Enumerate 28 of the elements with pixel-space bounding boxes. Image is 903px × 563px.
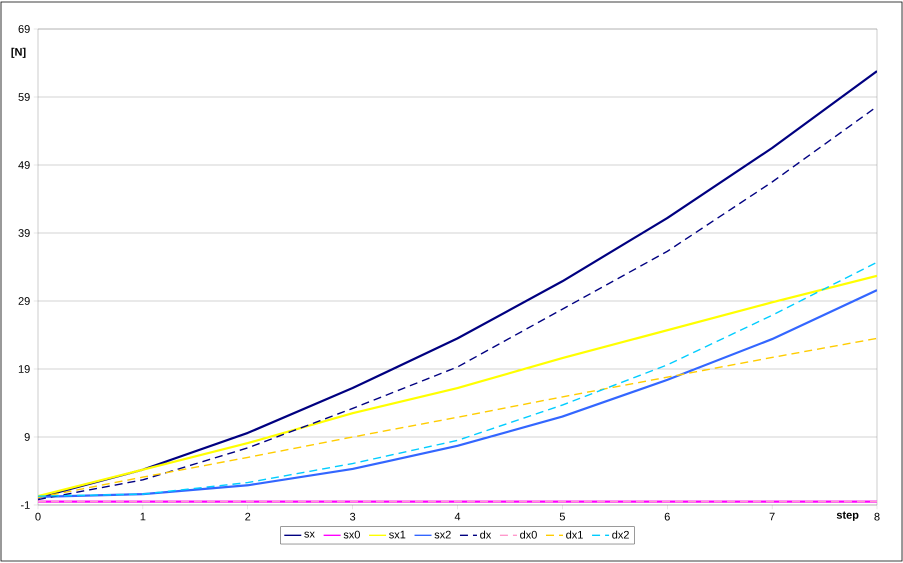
legend-label: sx2 (434, 530, 451, 539)
x-tick-label: 1 (140, 512, 146, 520)
y-tick-label: 29 (18, 297, 30, 305)
y-tick-label: 49 (18, 161, 30, 169)
y-axis-title: [N] (11, 48, 26, 58)
x-tick-label: 7 (770, 512, 775, 520)
legend-label: dx2 (612, 530, 629, 539)
x-tick-label: 4 (454, 512, 460, 520)
y-tick-label: 69 (18, 25, 30, 33)
x-tick-label: 6 (664, 512, 670, 521)
y-tick-label: 9 (24, 433, 30, 441)
y-tick-label: -1 (20, 501, 30, 509)
x-tick-label: 5 (560, 512, 565, 520)
legend-label: dx (480, 530, 492, 539)
x-tick-label: 2 (245, 512, 250, 520)
x-tick-label: 0 (35, 512, 41, 521)
y-tick-label: 59 (18, 93, 30, 101)
line-series (38, 338, 878, 498)
legend-label: sx0 (344, 530, 360, 539)
legend-label: sx1 (389, 530, 406, 538)
legend-label: dx1 (566, 530, 583, 539)
y-tick-label: 19 (18, 365, 30, 373)
x-axis-title: step (836, 512, 858, 521)
x-tick-label: 3 (350, 512, 356, 521)
x-tick-label: 8 (874, 512, 880, 521)
legend-label: sx (304, 532, 315, 538)
y-tick-label: 39 (18, 229, 30, 237)
legend-label: dx0 (520, 530, 537, 539)
